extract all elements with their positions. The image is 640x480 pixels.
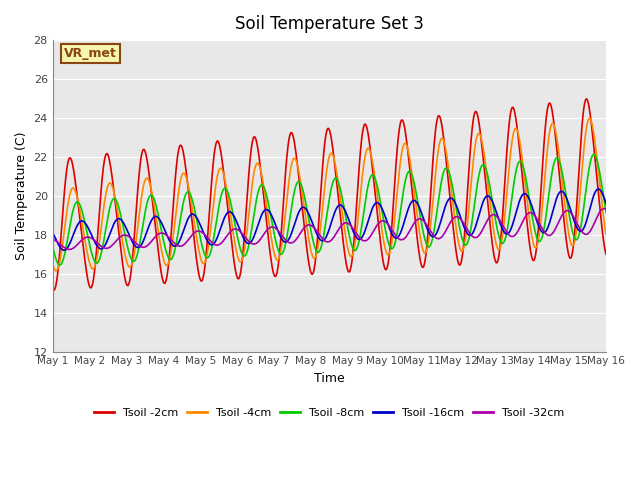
Tsoil -16cm bbox=[234, 222, 242, 228]
Tsoil -4cm bbox=[602, 231, 610, 237]
Tsoil -4cm bbox=[416, 230, 424, 236]
Tsoil -2cm bbox=[488, 238, 496, 243]
Tsoil -32cm bbox=[65, 247, 73, 252]
Line: Tsoil -16cm: Tsoil -16cm bbox=[52, 189, 606, 250]
Tsoil -16cm bbox=[172, 243, 180, 249]
Tsoil -2cm bbox=[416, 253, 424, 259]
Line: Tsoil -2cm: Tsoil -2cm bbox=[52, 99, 606, 290]
Legend: Tsoil -2cm, Tsoil -4cm, Tsoil -8cm, Tsoil -16cm, Tsoil -32cm: Tsoil -2cm, Tsoil -4cm, Tsoil -8cm, Tsoi… bbox=[90, 404, 569, 423]
Tsoil -8cm bbox=[416, 209, 424, 215]
Tsoil -2cm bbox=[50, 287, 58, 293]
Tsoil -4cm bbox=[537, 220, 545, 226]
Tsoil -32cm bbox=[172, 242, 180, 248]
Tsoil -32cm bbox=[537, 223, 545, 229]
Tsoil -8cm bbox=[537, 238, 545, 243]
X-axis label: Time: Time bbox=[314, 372, 345, 385]
Tsoil -32cm bbox=[488, 212, 496, 218]
Tsoil -32cm bbox=[600, 205, 608, 211]
Tsoil -4cm bbox=[488, 214, 496, 220]
Line: Tsoil -32cm: Tsoil -32cm bbox=[52, 208, 606, 250]
Tsoil -32cm bbox=[416, 216, 424, 222]
Tsoil -8cm bbox=[602, 209, 610, 215]
Line: Tsoil -4cm: Tsoil -4cm bbox=[52, 119, 606, 271]
Tsoil -4cm bbox=[49, 262, 56, 268]
Tsoil -32cm bbox=[49, 237, 56, 242]
Tsoil -2cm bbox=[602, 252, 610, 257]
Tsoil -16cm bbox=[60, 247, 68, 253]
Tsoil -8cm bbox=[49, 244, 56, 250]
Tsoil -4cm bbox=[172, 208, 180, 214]
Tsoil -16cm bbox=[416, 205, 424, 211]
Tsoil -8cm bbox=[590, 152, 598, 157]
Tsoil -4cm bbox=[234, 255, 242, 261]
Tsoil -4cm bbox=[586, 116, 593, 121]
Tsoil -16cm bbox=[159, 222, 166, 228]
Tsoil -16cm bbox=[488, 197, 496, 203]
Tsoil -16cm bbox=[595, 186, 602, 192]
Tsoil -2cm bbox=[537, 192, 545, 198]
Tsoil -16cm bbox=[537, 227, 545, 233]
Tsoil -2cm bbox=[582, 96, 590, 102]
Tsoil -16cm bbox=[602, 201, 610, 206]
Tsoil -8cm bbox=[159, 234, 166, 240]
Tsoil -2cm bbox=[49, 286, 56, 291]
Tsoil -32cm bbox=[234, 227, 242, 233]
Tsoil -2cm bbox=[172, 166, 180, 172]
Y-axis label: Soil Temperature (C): Soil Temperature (C) bbox=[15, 132, 28, 260]
Tsoil -4cm bbox=[159, 253, 166, 259]
Tsoil -8cm bbox=[172, 241, 180, 247]
Tsoil -2cm bbox=[234, 276, 242, 282]
Tsoil -2cm bbox=[159, 277, 166, 283]
Tsoil -32cm bbox=[602, 206, 610, 212]
Tsoil -32cm bbox=[159, 230, 166, 236]
Tsoil -16cm bbox=[49, 230, 56, 236]
Text: VR_met: VR_met bbox=[64, 47, 116, 60]
Line: Tsoil -8cm: Tsoil -8cm bbox=[52, 155, 606, 265]
Tsoil -8cm bbox=[488, 195, 496, 201]
Title: Soil Temperature Set 3: Soil Temperature Set 3 bbox=[235, 15, 424, 33]
Tsoil -8cm bbox=[56, 262, 63, 268]
Tsoil -8cm bbox=[234, 237, 242, 242]
Tsoil -4cm bbox=[52, 268, 60, 274]
